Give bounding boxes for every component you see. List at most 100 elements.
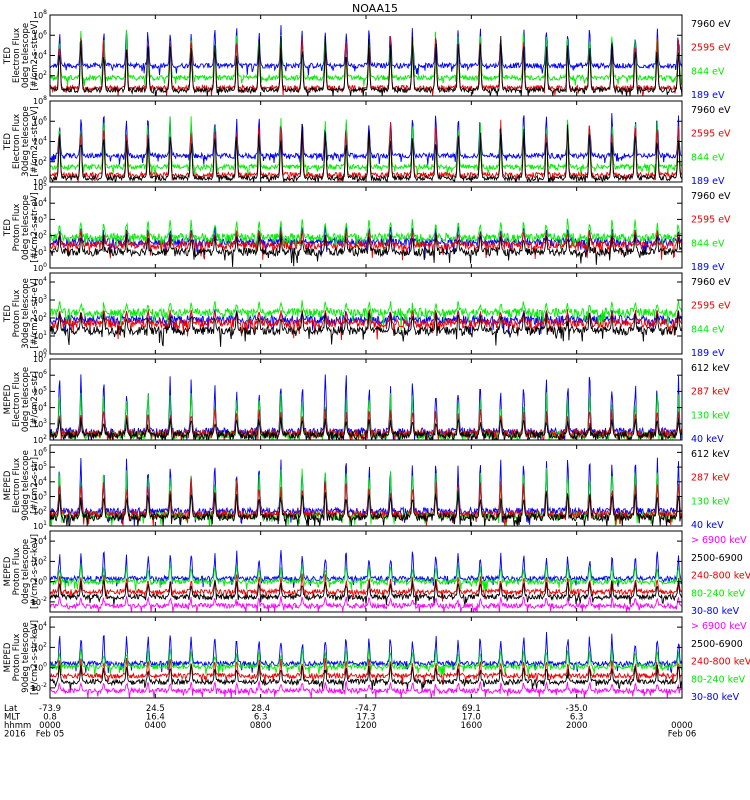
- y-axis-label: 0deg telescope: [21, 539, 31, 604]
- legend-entry: 30-80 keV: [691, 692, 740, 703]
- legend-entry: 30-80 keV: [691, 606, 740, 617]
- legend-entry: 612 keV: [691, 449, 730, 460]
- x-tick-label: 0.8: [43, 713, 57, 723]
- y-axis-label: TED: [3, 46, 13, 65]
- y-axis-label: Electron Flux: [12, 114, 22, 169]
- y-axis-label: [#/cm2-s-str-eV]: [30, 192, 40, 262]
- y-axis-label: Electron Flux: [12, 372, 22, 427]
- y-tick-label: 106: [33, 446, 47, 457]
- y-axis-label: [#/cm2-s-str]: [30, 371, 40, 428]
- y-axis-label: 0deg telescope: [21, 195, 31, 260]
- legend-entry: 189 eV: [691, 262, 725, 273]
- y-tick-label: 100: [33, 576, 47, 587]
- y-tick-label: 102: [33, 505, 47, 516]
- x-tick-label: 69.1: [462, 704, 481, 714]
- legend-entry: 7960 eV: [691, 105, 731, 116]
- series-line: [50, 310, 682, 347]
- legend-entry: 130 keV: [691, 410, 730, 421]
- x-tick-label: -73.9: [39, 704, 61, 714]
- legend-entry: 844 eV: [691, 66, 725, 77]
- x-tick-label: 16.4: [146, 713, 165, 723]
- series-line: [50, 113, 682, 166]
- series-line: [50, 116, 682, 177]
- y-tick-label: 104: [33, 276, 47, 287]
- y-axis-label: TED: [3, 218, 13, 237]
- y-axis-label: [#/cm2-s-str-eV]: [30, 20, 40, 90]
- legend-entry: 2595 eV: [691, 301, 731, 312]
- panel-6: 101 102 103 104 105 106 MEPED Electron Flux 90de…: [3, 444, 730, 531]
- y-tick-label: 104: [33, 136, 47, 147]
- legend-entry: 40 keV: [691, 434, 724, 445]
- series-line: [50, 300, 682, 332]
- y-axis-label: Proton Flux: [12, 204, 22, 252]
- series-line: [50, 648, 682, 677]
- series-line: [50, 36, 682, 96]
- y-axis-label: TED: [3, 132, 13, 151]
- y-tick-label: 105: [33, 385, 47, 396]
- legend-entry: 2500-6900: [691, 553, 743, 564]
- x-row-label: Lat: [4, 704, 18, 714]
- y-axis-label: 0deg telescope: [21, 23, 31, 88]
- series-line: [50, 664, 682, 691]
- legend-entry: 189 eV: [691, 90, 725, 101]
- x-tick-label: 0400: [145, 721, 167, 731]
- y-tick-label: 103: [33, 491, 47, 502]
- legend-entry: 287 keV: [691, 387, 730, 398]
- y-axis-label: Proton Flux: [12, 548, 22, 596]
- y-tick-label: 105: [33, 461, 47, 472]
- y-axis-label: [#/cm2-s-str-keV]: [30, 620, 40, 695]
- panel-3: 100 101 102 103 104 105 TED Proton Flux 0deg tel…: [3, 181, 731, 273]
- y-tick-label: 101: [33, 246, 47, 257]
- chart-title: NOAA15: [351, 2, 399, 15]
- legend-entry: 7960 eV: [691, 191, 731, 202]
- legend-entry: 40 keV: [691, 520, 724, 531]
- legend-entry: 2595 eV: [691, 43, 731, 54]
- x-tick-label: Feb 05: [36, 730, 65, 740]
- legend-entry: 287 keV: [691, 473, 730, 484]
- x-row-label: MLT: [4, 713, 21, 723]
- y-axis-label: 30deg telescope: [21, 278, 31, 349]
- legend-entry: 844 eV: [691, 152, 725, 163]
- series-line: [50, 25, 682, 76]
- y-axis-label: 90deg telescope: [21, 622, 31, 693]
- y-tick-label: 102: [33, 70, 47, 81]
- x-tick-label: 0000: [671, 721, 693, 731]
- x-tick-label: 6.3: [254, 713, 268, 723]
- legend-entry: 2595 eV: [691, 215, 731, 226]
- y-tick-label: 108: [33, 95, 47, 106]
- legend-entry: 7960 eV: [691, 19, 731, 30]
- series-line: [50, 233, 682, 267]
- panel-8: 10-2 100 102 104 MEPED Proton Flux 90deg teles…: [3, 616, 750, 703]
- series-line: [50, 573, 682, 602]
- y-tick-label: 10-2: [31, 682, 47, 693]
- series-line: [50, 680, 682, 698]
- legend-entry: 80-240 keV: [691, 674, 746, 685]
- x-tick-label: 0000: [39, 721, 61, 731]
- series-line: [50, 563, 682, 592]
- series-line: [50, 595, 682, 612]
- y-axis-label: 0deg telescope: [21, 367, 31, 432]
- y-tick-label: 102: [33, 641, 47, 652]
- y-tick-label: 106: [33, 115, 47, 126]
- panel-4: 100 101 102 103 104 TED Proton Flux 30deg teles…: [3, 272, 731, 359]
- y-tick-label: 106: [33, 369, 47, 380]
- x-tick-label: 6.3: [570, 713, 584, 723]
- y-axis-label: [#/cm2-s-str]: [30, 457, 40, 514]
- legend-entry: 844 eV: [691, 238, 725, 249]
- y-tick-label: 102: [33, 434, 47, 445]
- x-row-label: 2016: [4, 730, 26, 740]
- legend-entry: 80-240 keV: [691, 588, 746, 599]
- y-tick-label: 106: [33, 29, 47, 40]
- y-tick-label: 101: [33, 330, 47, 341]
- y-tick-label: 103: [33, 294, 47, 305]
- panel-frame: [49, 358, 683, 441]
- y-tick-label: 104: [33, 476, 47, 487]
- y-axis-label: [#/cm2-s-str-eV]: [30, 278, 40, 348]
- x-tick-label: 1200: [355, 721, 377, 731]
- legend-entry: 130 keV: [691, 496, 730, 507]
- y-axis-label: [#/cm2-s-str-keV]: [30, 534, 40, 609]
- series-line: [50, 657, 682, 686]
- legend-entry: > 6900 keV: [691, 621, 747, 632]
- y-tick-label: 104: [33, 197, 47, 208]
